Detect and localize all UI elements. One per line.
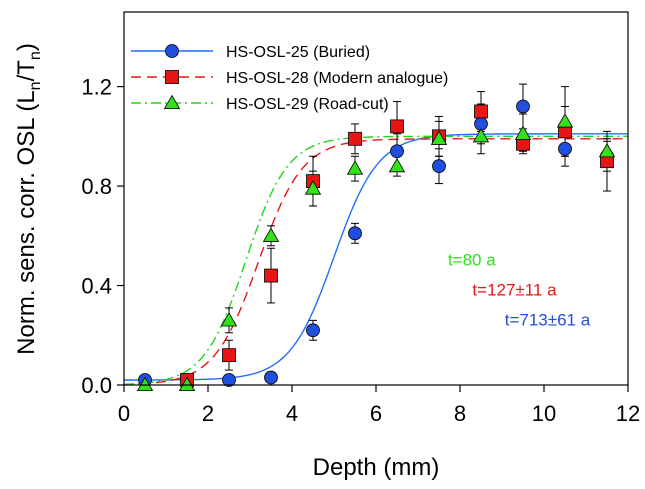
- data-point: [306, 323, 320, 338]
- legend-label: HS-OSL-28 (Modern analogue): [226, 70, 448, 87]
- annotation-label: t=127±11 a: [472, 280, 557, 299]
- data-point: [472, 128, 490, 143]
- y-ticks: 0.0 0.4 0.8 1.2: [81, 75, 124, 398]
- x-tick-label: 12: [616, 401, 640, 426]
- annotation-label: t=80 a: [448, 251, 496, 270]
- data-point: [430, 130, 448, 145]
- y-axis-title: Norm. sens. corr. OSL (Ln/Tn): [13, 43, 44, 355]
- y-tick-label: 0.0: [81, 373, 112, 398]
- fit-curve: [124, 135, 628, 385]
- y-axis-title-prefix: Norm. sens. corr. OSL (L: [13, 90, 40, 355]
- fit-curve: [124, 133, 628, 381]
- data-point: [264, 268, 278, 283]
- y-axis-title-sub-1: n: [27, 81, 44, 90]
- x-tick-label: 6: [370, 401, 382, 426]
- data-point: [474, 104, 488, 119]
- fit-curves: [124, 133, 628, 385]
- data-point: [346, 160, 364, 175]
- data-point: [304, 180, 322, 195]
- data-point: [222, 348, 236, 363]
- data-point: [136, 376, 154, 392]
- x-axis-title: Depth (mm): [313, 454, 440, 481]
- legend-marker: [165, 70, 179, 84]
- y-tick-label: 0.4: [81, 274, 112, 299]
- data-point: [514, 125, 532, 140]
- data-point: [262, 227, 280, 242]
- data-point: [264, 370, 278, 385]
- legend: HS-OSL-25 (Buried) HS-OSL-28 (Modern anal…: [131, 44, 448, 113]
- y-axis-title-suffix: ): [13, 43, 40, 51]
- x-tick-label: 2: [202, 401, 214, 426]
- data-point: [432, 159, 446, 174]
- data-point: [220, 312, 238, 327]
- data-point: [516, 99, 530, 114]
- y-axis-title-sub-2: n: [27, 51, 44, 60]
- x-tick-label: 10: [532, 401, 556, 426]
- data-point: [390, 144, 404, 159]
- y-tick-label: 0.8: [81, 174, 112, 199]
- data-point: [178, 376, 196, 392]
- legend-marker: [163, 94, 181, 110]
- data-point: [390, 119, 404, 134]
- x-tick-label: 0: [118, 401, 130, 426]
- x-tick-label: 8: [454, 401, 466, 426]
- data-point: [598, 142, 616, 158]
- y-axis-title-mid: /T: [13, 60, 40, 82]
- fit-curve: [124, 138, 628, 385]
- data-markers: [136, 99, 616, 392]
- data-point: [222, 373, 236, 387]
- data-point: [556, 113, 574, 128]
- data-point: [348, 226, 362, 241]
- x-ticks: 0 2 4 6 8 10 12: [118, 385, 640, 426]
- data-point: [558, 141, 572, 156]
- legend-marker: [165, 44, 179, 58]
- legend-label: HS-OSL-25 (Buried): [226, 44, 370, 61]
- data-point: [348, 131, 362, 146]
- data-point: [388, 157, 406, 173]
- x-tick-label: 4: [286, 401, 298, 426]
- y-tick-label: 1.2: [81, 75, 112, 100]
- annotation-label: t=713±61 a: [505, 310, 591, 329]
- annotations: t=80 a t=127±11 a t=713±61 a: [448, 251, 591, 330]
- legend-label: HS-OSL-29 (Road-cut): [226, 96, 389, 113]
